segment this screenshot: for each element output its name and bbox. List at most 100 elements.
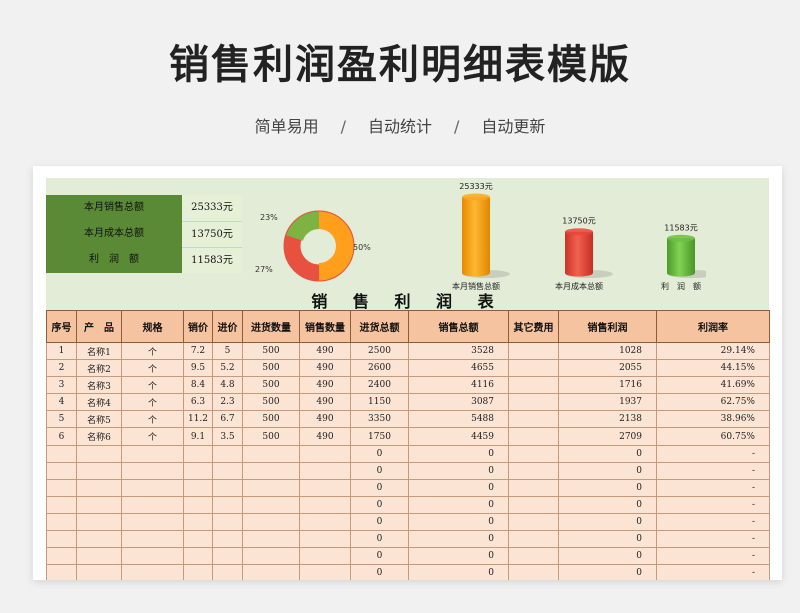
table-cell[interactable] bbox=[183, 530, 213, 549]
table-cell[interactable]: 0 bbox=[408, 495, 509, 514]
table-cell[interactable]: 名称4 bbox=[76, 393, 122, 412]
table-cell[interactable] bbox=[121, 478, 184, 497]
table-cell[interactable]: 5 bbox=[46, 410, 77, 429]
table-cell[interactable] bbox=[508, 427, 559, 446]
table-cell[interactable]: 0 bbox=[558, 495, 657, 514]
column-header[interactable]: 销售利润 bbox=[558, 310, 657, 343]
table-cell[interactable] bbox=[46, 530, 77, 549]
table-cell[interactable]: 0 bbox=[558, 547, 657, 566]
table-cell[interactable] bbox=[508, 376, 559, 395]
table-cell[interactable] bbox=[299, 461, 351, 480]
table-cell[interactable] bbox=[299, 512, 351, 532]
column-header[interactable]: 进价 bbox=[212, 310, 243, 343]
table-cell[interactable]: - bbox=[656, 444, 770, 463]
table-cell[interactable] bbox=[242, 564, 300, 580]
table-cell[interactable] bbox=[76, 547, 122, 566]
table-cell[interactable] bbox=[508, 547, 559, 566]
table-cell[interactable]: 个 bbox=[121, 427, 184, 446]
table-cell[interactable]: 3528 bbox=[408, 341, 509, 361]
table-cell[interactable]: 5488 bbox=[408, 410, 509, 429]
table-cell[interactable] bbox=[508, 495, 559, 514]
table-cell[interactable]: 490 bbox=[299, 376, 351, 395]
table-cell[interactable] bbox=[212, 495, 243, 514]
table-cell[interactable]: 7.2 bbox=[183, 341, 213, 361]
table-cell[interactable] bbox=[242, 495, 300, 514]
table-cell[interactable]: 个 bbox=[121, 341, 184, 361]
table-cell[interactable] bbox=[508, 444, 559, 463]
table-cell[interactable]: 41.69% bbox=[656, 376, 770, 395]
table-cell[interactable]: 4655 bbox=[408, 359, 509, 378]
table-cell[interactable] bbox=[508, 512, 559, 532]
table-cell[interactable]: 0 bbox=[558, 478, 657, 497]
table-cell[interactable]: 0 bbox=[408, 547, 509, 566]
table-cell[interactable]: 个 bbox=[121, 410, 184, 429]
table-cell[interactable] bbox=[212, 512, 243, 532]
table-cell[interactable] bbox=[299, 478, 351, 497]
table-cell[interactable] bbox=[212, 478, 243, 497]
table-cell[interactable]: - bbox=[656, 495, 770, 514]
table-cell[interactable] bbox=[212, 444, 243, 463]
table-cell[interactable] bbox=[183, 564, 213, 580]
table-cell[interactable]: 3350 bbox=[350, 410, 409, 429]
table-cell[interactable] bbox=[299, 530, 351, 549]
table-cell[interactable]: 2 bbox=[46, 359, 77, 378]
table-cell[interactable] bbox=[242, 512, 300, 532]
table-cell[interactable] bbox=[508, 478, 559, 497]
column-header[interactable]: 进货总额 bbox=[350, 310, 409, 343]
table-cell[interactable]: - bbox=[656, 461, 770, 480]
table-cell[interactable]: 0 bbox=[350, 478, 409, 497]
table-cell[interactable]: 62.75% bbox=[656, 393, 770, 412]
table-cell[interactable] bbox=[76, 564, 122, 580]
table-cell[interactable]: 9.1 bbox=[183, 427, 213, 446]
table-cell[interactable] bbox=[299, 547, 351, 566]
table-cell[interactable]: 490 bbox=[299, 341, 351, 361]
table-cell[interactable]: 0 bbox=[408, 530, 509, 549]
table-cell[interactable]: 0 bbox=[350, 564, 409, 580]
table-cell[interactable]: 4 bbox=[46, 393, 77, 412]
table-cell[interactable]: 0 bbox=[558, 461, 657, 480]
table-cell[interactable]: 1028 bbox=[558, 341, 657, 361]
table-cell[interactable] bbox=[183, 461, 213, 480]
table-cell[interactable] bbox=[299, 444, 351, 463]
table-cell[interactable]: 5.2 bbox=[212, 359, 243, 378]
table-cell[interactable]: 3087 bbox=[408, 393, 509, 412]
table-cell[interactable] bbox=[212, 564, 243, 580]
table-cell[interactable]: - bbox=[656, 530, 770, 549]
table-cell[interactable] bbox=[299, 495, 351, 514]
column-header[interactable]: 销售数量 bbox=[299, 310, 351, 343]
column-header[interactable]: 产 品 bbox=[76, 310, 122, 343]
table-cell[interactable] bbox=[76, 530, 122, 549]
table-cell[interactable] bbox=[121, 512, 184, 532]
table-cell[interactable]: 2400 bbox=[350, 376, 409, 395]
table-cell[interactable]: 6.7 bbox=[212, 410, 243, 429]
table-cell[interactable]: 3.5 bbox=[212, 427, 243, 446]
table-cell[interactable]: 5 bbox=[212, 341, 243, 361]
table-cell[interactable] bbox=[76, 512, 122, 532]
table-cell[interactable]: 1937 bbox=[558, 393, 657, 412]
table-cell[interactable] bbox=[121, 444, 184, 463]
table-cell[interactable]: 6 bbox=[46, 427, 77, 446]
table-cell[interactable]: 2500 bbox=[350, 341, 409, 361]
table-cell[interactable] bbox=[508, 359, 559, 378]
table-cell[interactable] bbox=[183, 444, 213, 463]
table-cell[interactable] bbox=[508, 530, 559, 549]
table-cell[interactable]: 490 bbox=[299, 359, 351, 378]
table-cell[interactable]: 500 bbox=[242, 393, 300, 412]
table-cell[interactable]: 个 bbox=[121, 376, 184, 395]
table-cell[interactable] bbox=[508, 410, 559, 429]
column-header[interactable]: 进货数量 bbox=[242, 310, 300, 343]
table-cell[interactable] bbox=[76, 495, 122, 514]
table-cell[interactable] bbox=[212, 530, 243, 549]
table-cell[interactable] bbox=[46, 461, 77, 480]
table-cell[interactable] bbox=[242, 461, 300, 480]
table-cell[interactable]: 6.3 bbox=[183, 393, 213, 412]
table-cell[interactable] bbox=[46, 495, 77, 514]
table-cell[interactable]: - bbox=[656, 564, 770, 580]
table-cell[interactable]: 29.14% bbox=[656, 341, 770, 361]
column-header[interactable]: 序号 bbox=[46, 310, 77, 343]
table-cell[interactable]: 名称5 bbox=[76, 410, 122, 429]
table-cell[interactable] bbox=[121, 461, 184, 480]
table-cell[interactable]: 4116 bbox=[408, 376, 509, 395]
table-cell[interactable] bbox=[76, 444, 122, 463]
table-cell[interactable] bbox=[183, 478, 213, 497]
